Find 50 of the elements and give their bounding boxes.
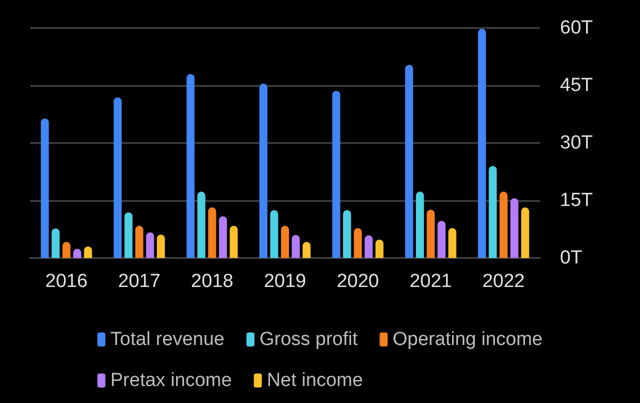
bar <box>281 226 289 258</box>
bar <box>124 212 132 258</box>
bar <box>52 228 60 258</box>
x-tick-label: 2017 <box>118 271 160 292</box>
bar <box>426 210 435 258</box>
bar <box>521 207 530 258</box>
bar <box>270 210 278 258</box>
bar <box>259 84 268 258</box>
bar <box>438 220 446 258</box>
x-tick-label: 2020 <box>336 271 379 292</box>
bar <box>448 228 456 258</box>
bar <box>146 232 154 258</box>
x-tick-label: 2022 <box>482 271 525 292</box>
y-tick-label: 0T <box>560 248 583 268</box>
y-tick-label: 60T <box>560 18 594 38</box>
bar <box>375 240 384 258</box>
bar <box>405 64 414 258</box>
bar <box>156 234 165 258</box>
x-tick-label: 2019 <box>264 271 306 292</box>
x-tick-label: 2018 <box>191 271 234 292</box>
bar <box>40 118 49 258</box>
legend-label: Gross profit <box>259 329 358 350</box>
bar <box>488 166 497 258</box>
bar <box>114 97 122 258</box>
y-tick-label: 15T <box>560 190 594 211</box>
bar <box>343 210 352 258</box>
bar <box>478 28 486 258</box>
bar <box>500 192 508 258</box>
bar <box>218 216 227 258</box>
legend-label: Net income <box>266 370 363 391</box>
y-tick-label: 30T <box>560 132 594 154</box>
bar <box>302 242 311 258</box>
bar <box>230 226 238 258</box>
legend-label: Total revenue <box>110 329 224 350</box>
x-tick-label: 2016 <box>45 271 88 292</box>
bar <box>186 74 195 258</box>
bar <box>416 192 424 258</box>
legend-label: Pretax income <box>110 370 232 391</box>
y-tick-label: 45T <box>560 75 594 96</box>
legend-label: Operating income <box>392 329 543 350</box>
bar <box>292 235 300 258</box>
bar <box>510 198 518 258</box>
bar <box>62 242 70 258</box>
bar <box>332 90 340 258</box>
bar <box>208 207 216 258</box>
bar <box>354 228 362 258</box>
bar <box>135 226 144 258</box>
x-tick-label: 2021 <box>410 271 452 292</box>
bar <box>364 235 373 258</box>
bar <box>197 192 206 258</box>
